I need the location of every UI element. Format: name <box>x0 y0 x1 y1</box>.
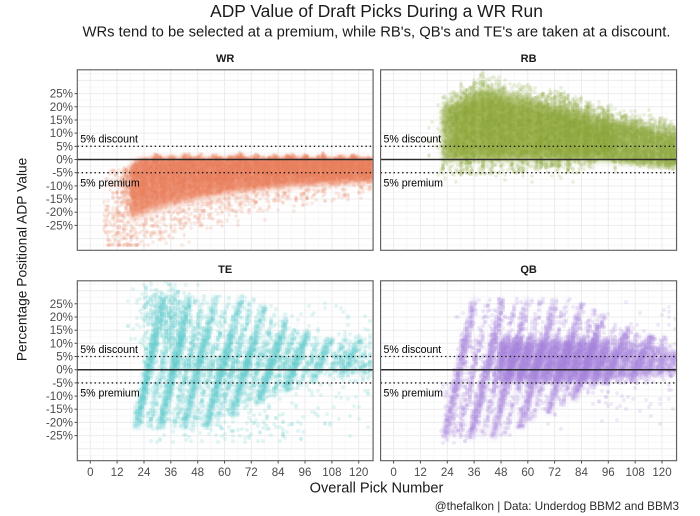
svg-text:Overall Pick Number: Overall Pick Number <box>310 481 444 497</box>
svg-text:ADP Value of Draft Picks Durin: ADP Value of Draft Picks During a WR Run <box>210 1 543 21</box>
svg-text:96: 96 <box>299 466 312 479</box>
svg-text:36: 36 <box>468 466 481 479</box>
svg-text:-25%: -25% <box>46 219 73 232</box>
svg-text:-10%: -10% <box>46 390 73 403</box>
svg-text:-10%: -10% <box>46 180 73 193</box>
svg-text:84: 84 <box>272 466 285 479</box>
svg-text:-15%: -15% <box>46 193 73 206</box>
svg-text:5% premium: 5% premium <box>80 388 140 400</box>
svg-text:5% discount: 5% discount <box>384 134 442 146</box>
svg-text:60: 60 <box>218 466 231 479</box>
svg-text:5% premium: 5% premium <box>384 388 444 400</box>
svg-text:15%: 15% <box>50 114 73 127</box>
svg-text:TE: TE <box>218 264 232 276</box>
svg-text:12: 12 <box>111 466 124 479</box>
svg-text:20%: 20% <box>50 311 73 324</box>
svg-text:15%: 15% <box>50 324 73 337</box>
svg-text:0: 0 <box>87 466 93 479</box>
svg-text:25%: 25% <box>50 88 73 101</box>
svg-text:-15%: -15% <box>46 403 73 416</box>
svg-text:72: 72 <box>245 466 258 479</box>
svg-text:-5%: -5% <box>52 377 73 390</box>
svg-text:108: 108 <box>322 466 341 479</box>
svg-text:108: 108 <box>626 466 645 479</box>
svg-text:24: 24 <box>441 466 454 479</box>
svg-text:120: 120 <box>349 466 368 479</box>
svg-text:24: 24 <box>138 466 151 479</box>
svg-text:5% premium: 5% premium <box>80 178 140 190</box>
svg-text:36: 36 <box>164 466 177 479</box>
svg-text:QB: QB <box>520 264 537 276</box>
svg-text:96: 96 <box>602 466 615 479</box>
svg-text:5% discount: 5% discount <box>80 134 138 146</box>
svg-text:20%: 20% <box>50 101 73 114</box>
svg-text:5%: 5% <box>56 351 73 364</box>
svg-text:0%: 0% <box>56 154 73 167</box>
svg-text:5% discount: 5% discount <box>80 344 138 356</box>
svg-text:10%: 10% <box>50 127 73 140</box>
svg-text:-5%: -5% <box>52 167 73 180</box>
svg-text:@thefalkon | Data: Underdog BB: @thefalkon | Data: Underdog BBM2 and BBM… <box>435 500 679 513</box>
svg-text:48: 48 <box>495 466 508 479</box>
svg-text:0: 0 <box>390 466 396 479</box>
svg-text:-25%: -25% <box>46 430 73 443</box>
svg-text:60: 60 <box>521 466 534 479</box>
svg-text:12: 12 <box>414 466 427 479</box>
svg-text:5% premium: 5% premium <box>384 178 444 190</box>
svg-text:0%: 0% <box>56 364 73 377</box>
svg-text:5% discount: 5% discount <box>384 344 442 356</box>
svg-text:72: 72 <box>548 466 561 479</box>
svg-text:-20%: -20% <box>46 416 73 429</box>
svg-text:5%: 5% <box>56 140 73 153</box>
svg-text:25%: 25% <box>50 298 73 311</box>
svg-text:48: 48 <box>191 466 204 479</box>
svg-text:120: 120 <box>652 466 671 479</box>
svg-text:RB: RB <box>521 53 537 65</box>
svg-text:Percentage Positional ADP Valu: Percentage Positional ADP Value <box>14 157 29 361</box>
svg-text:WR: WR <box>216 53 234 65</box>
svg-text:84: 84 <box>575 466 588 479</box>
svg-text:10%: 10% <box>50 337 73 350</box>
svg-text:-20%: -20% <box>46 206 73 219</box>
svg-text:WRs tend to be selected at a p: WRs tend to be selected at a premium, wh… <box>82 25 670 41</box>
